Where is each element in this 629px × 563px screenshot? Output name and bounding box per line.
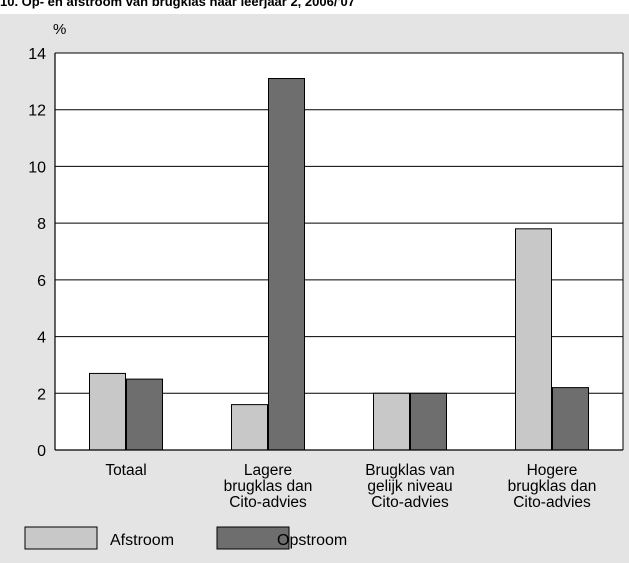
- x-category-label: Lagere: [244, 462, 292, 479]
- x-category-label: brugklas dan: [224, 478, 313, 495]
- legend-label-afstroom: Afstroom: [110, 532, 174, 549]
- bar-opstroom: [268, 78, 305, 451]
- bar-afstroom: [373, 392, 410, 451]
- bar-afstroom: [515, 228, 552, 451]
- legend-swatch-opstroom: [216, 526, 290, 550]
- y-tick-label: 12: [28, 103, 46, 120]
- y-tick-label: 10: [28, 159, 46, 176]
- bar-afstroom: [89, 372, 126, 451]
- bar-opstroom: [410, 392, 447, 451]
- x-category-label: Cito-advies: [513, 494, 591, 511]
- bar-opstroom: [552, 387, 589, 451]
- chart-panel: 0 2 4 6 8 10 12 14% Totaal Lagere brugklas dan Cito…: [0, 14, 629, 563]
- y-axis-unit: %: [53, 21, 66, 38]
- y-tick-label: 6: [37, 273, 46, 290]
- y-tick-label: 8: [37, 216, 46, 233]
- x-category-label: Cito-advies: [229, 494, 307, 511]
- legend-label-opstroom: Opstroom: [277, 532, 347, 549]
- x-category-label: Brugklas van: [365, 462, 455, 479]
- y-tick-label: 14: [28, 46, 46, 63]
- x-category-label: Totaal: [105, 462, 146, 479]
- chart-title: 10. Op- en afstroom van brugklas naar le…: [0, 0, 355, 9]
- x-category-label: Hogere: [527, 462, 578, 479]
- bar-opstroom: [126, 378, 163, 451]
- x-category-label: Cito-advies: [371, 494, 449, 511]
- y-tick-label: 2: [37, 386, 46, 403]
- bar-afstroom: [231, 404, 268, 451]
- x-category-label: gelijk niveau: [367, 478, 452, 495]
- legend-swatch-afstroom: [24, 526, 98, 550]
- x-category-label: brugklas dan: [508, 478, 597, 495]
- y-tick-label: 4: [37, 330, 46, 347]
- y-tick-label: 0: [37, 443, 46, 460]
